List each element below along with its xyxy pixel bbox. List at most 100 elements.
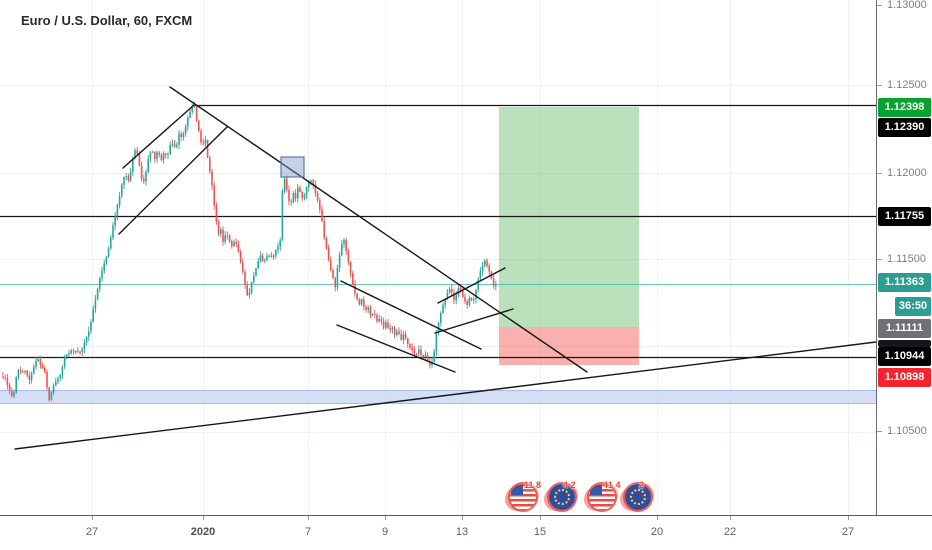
candle-body — [330, 260, 332, 271]
candle-body — [204, 140, 207, 144]
candle-body — [94, 299, 97, 310]
price-label-stop[interactable]: 1.10898 — [878, 368, 931, 387]
candle-body — [387, 322, 389, 329]
candle-body — [367, 307, 369, 311]
price-label-target[interactable]: 1.12398 — [878, 98, 931, 117]
price-label-line[interactable]: 1.10944 — [878, 347, 931, 366]
symbol-title[interactable]: Euro / U.S. Dollar, 60, FXCM — [21, 13, 193, 28]
candle-body — [336, 267, 339, 288]
candle-body — [30, 373, 33, 381]
candle-body — [495, 285, 497, 287]
price-label-line[interactable]: 1.11755 — [878, 207, 931, 226]
eu-flag-event-icon[interactable] — [625, 484, 651, 510]
candle-body — [481, 265, 484, 272]
trend-line[interactable] — [437, 267, 506, 304]
time-axis[interactable]: 27 2020 7 9 13 15 20 22 27 — [0, 515, 932, 550]
candle-body — [492, 278, 495, 286]
price-label-line[interactable]: 1.12390 — [878, 118, 931, 137]
candle-body — [486, 260, 488, 267]
time-tick-mark — [540, 516, 541, 520]
candle-body — [424, 355, 427, 357]
candle-body — [314, 184, 317, 193]
candle-body — [473, 299, 475, 301]
trend-line[interactable] — [336, 324, 456, 373]
candle-body — [393, 327, 396, 335]
trend-line[interactable] — [122, 104, 195, 169]
long-position-loss-zone[interactable] — [499, 327, 639, 365]
candle-body — [6, 378, 9, 386]
event-count-badge: 41 4 — [603, 480, 621, 490]
candle-body — [371, 314, 374, 316]
candle-body — [435, 333, 438, 352]
trend-line[interactable] — [434, 308, 514, 334]
candle-body — [191, 106, 193, 112]
candle-body — [26, 371, 28, 376]
candle-body — [101, 270, 103, 279]
us-flag-event-icon[interactable] — [510, 484, 536, 510]
candle-body — [160, 154, 163, 160]
candle-body — [46, 371, 48, 388]
candle-body — [118, 195, 121, 206]
candle-body — [442, 304, 444, 314]
candle-body — [138, 153, 141, 166]
us-flag-icon — [510, 484, 536, 510]
candle-body — [147, 158, 149, 172]
candle-body — [171, 143, 174, 145]
candle-body — [72, 350, 75, 352]
candle-body — [145, 171, 147, 182]
time-tick-label: 27 — [85, 526, 99, 538]
candle-body — [189, 111, 191, 118]
trend-line[interactable] — [169, 86, 588, 373]
candle-body — [297, 187, 299, 199]
candle-body — [479, 271, 482, 280]
us-flag-event-icon[interactable] — [589, 484, 615, 510]
candle-body — [404, 334, 407, 339]
candle-body — [453, 292, 455, 301]
candle-body — [345, 240, 347, 252]
candle-body — [39, 359, 42, 366]
candle-body — [358, 299, 361, 305]
candle-body — [52, 385, 55, 392]
candle-body — [270, 255, 273, 258]
candle-body — [349, 262, 352, 273]
trend-line[interactable] — [118, 126, 228, 235]
candle-body — [92, 309, 94, 322]
highlight-box[interactable] — [280, 156, 305, 178]
candle-body — [63, 356, 66, 368]
candle-body — [83, 342, 86, 349]
trend-line[interactable] — [340, 280, 482, 350]
candle-body — [35, 360, 37, 367]
candle-body — [391, 327, 394, 330]
candle-body — [398, 331, 400, 335]
candle-body — [237, 244, 240, 252]
candle-body — [299, 187, 301, 192]
candle-body — [70, 350, 72, 354]
candle-body — [488, 266, 490, 272]
candle-body — [426, 355, 429, 362]
candle-body — [433, 351, 435, 362]
candle-body — [123, 177, 125, 185]
candle-body — [154, 151, 156, 159]
candle-body — [459, 288, 462, 291]
event-count-badge: 11 8 — [524, 480, 542, 490]
candle-body — [224, 235, 226, 242]
candle-body — [484, 260, 486, 266]
eu-flag-event-icon[interactable] — [549, 484, 575, 510]
candle-body — [90, 321, 92, 332]
candle-body — [380, 318, 383, 322]
candle-body — [261, 255, 264, 261]
price-axis[interactable]: 1.13000 1.12500 1.12000 1.11500 1.10500 1.123… — [876, 0, 932, 515]
price-label-entry[interactable]: 1.11111 — [878, 319, 931, 338]
candle-body — [55, 381, 57, 386]
candle-body — [158, 152, 160, 155]
candle-body — [477, 279, 479, 290]
candle-body — [407, 338, 409, 344]
candle-body — [85, 336, 88, 343]
price-label-countdown[interactable]: 36:50 — [895, 297, 931, 316]
candle-body — [411, 347, 413, 351]
trend-line[interactable] — [14, 341, 877, 450]
candle-body — [28, 375, 31, 381]
candle-body — [33, 366, 35, 374]
price-label-last-price[interactable]: 1.11363 — [878, 273, 931, 292]
